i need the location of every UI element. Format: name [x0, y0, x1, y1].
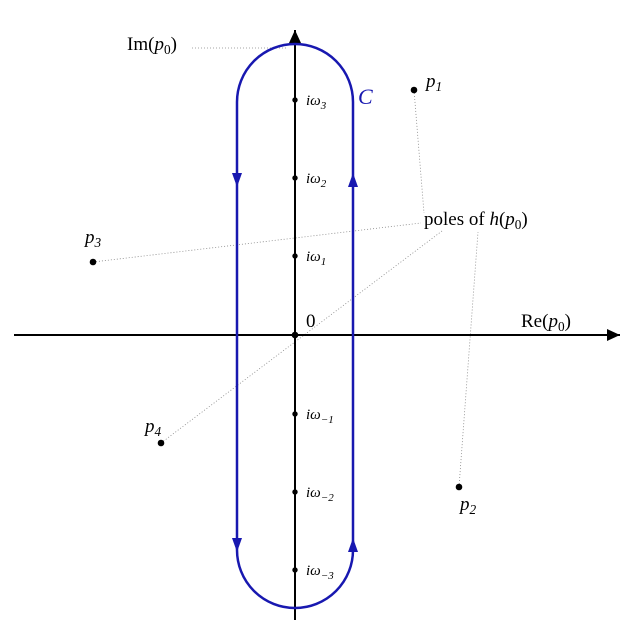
- poles-annotation: poles of h(p0): [424, 209, 528, 232]
- matsubara-label: iω1: [306, 249, 326, 268]
- complex-plane-diagram: Re(p0) Im(p0) C 0 iω3 iω2 iω1 iω−1 iω−2 iω−3 p1 p2 p…: [0, 0, 632, 632]
- pole-label-p1: p1: [424, 71, 442, 94]
- matsubara-label: iω−3: [306, 563, 334, 582]
- matsubara-label: iω2: [306, 171, 327, 190]
- y-axis-arrow: [289, 30, 301, 43]
- matsubara-label: iω−1: [306, 407, 334, 426]
- leader-line: [93, 223, 421, 262]
- contour-arrow: [232, 538, 242, 552]
- pole-label-p2: p2: [458, 494, 477, 517]
- pole-p2: [456, 484, 463, 491]
- matsubara-label: iω−2: [306, 485, 334, 504]
- matsubara-label: iω3: [306, 93, 327, 112]
- contour-label: C: [358, 84, 373, 109]
- pole-label-p4: p4: [143, 416, 162, 439]
- contour-arrow: [348, 538, 358, 552]
- y-axis-label: Im(p0): [127, 34, 177, 57]
- matsubara-dot: [292, 253, 297, 258]
- pole-label-p3: p3: [83, 227, 102, 250]
- pole-p1: [411, 87, 418, 94]
- leader-line: [414, 90, 424, 213]
- origin-label: 0: [306, 311, 316, 332]
- leader-line: [161, 231, 442, 443]
- x-axis-label: Re(p0): [521, 311, 571, 334]
- leader-line: [459, 232, 478, 487]
- pole-p4: [158, 440, 165, 447]
- origin-dot: [292, 332, 299, 339]
- matsubara-dot: [292, 97, 297, 102]
- contour-arrow: [348, 173, 358, 187]
- matsubara-dot: [292, 175, 297, 180]
- matsubara-dot: [292, 411, 297, 416]
- matsubara-dot: [292, 489, 297, 494]
- pole-p3: [90, 259, 97, 266]
- contour-arrow: [232, 173, 242, 187]
- matsubara-dot: [292, 567, 297, 572]
- x-axis-arrow: [607, 329, 620, 341]
